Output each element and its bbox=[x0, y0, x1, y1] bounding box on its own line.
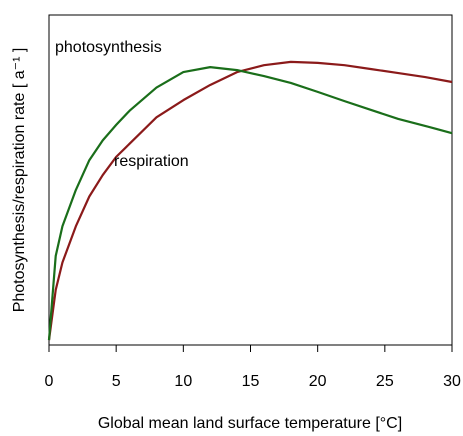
x-tick-label: 0 bbox=[45, 373, 54, 390]
x-tick-label: 5 bbox=[112, 373, 121, 390]
plot-frame bbox=[48, 14, 453, 346]
x-tick-label: 20 bbox=[309, 373, 327, 390]
series-label: photosynthesis bbox=[55, 39, 162, 56]
line-series bbox=[47, 60, 453, 341]
x-tick-label: 30 bbox=[443, 373, 461, 390]
y-axis-label: Photosynthesis/respiration rate [ a⁻¹ ] bbox=[11, 48, 28, 313]
x-tick-label: 25 bbox=[376, 373, 394, 390]
x-tick-label: 15 bbox=[242, 373, 260, 390]
x-axis-label: Global mean land surface temperature [°C… bbox=[98, 415, 402, 432]
series-label: respiration bbox=[114, 153, 189, 170]
x-tick-label: 10 bbox=[174, 373, 192, 390]
line-series bbox=[47, 66, 453, 341]
